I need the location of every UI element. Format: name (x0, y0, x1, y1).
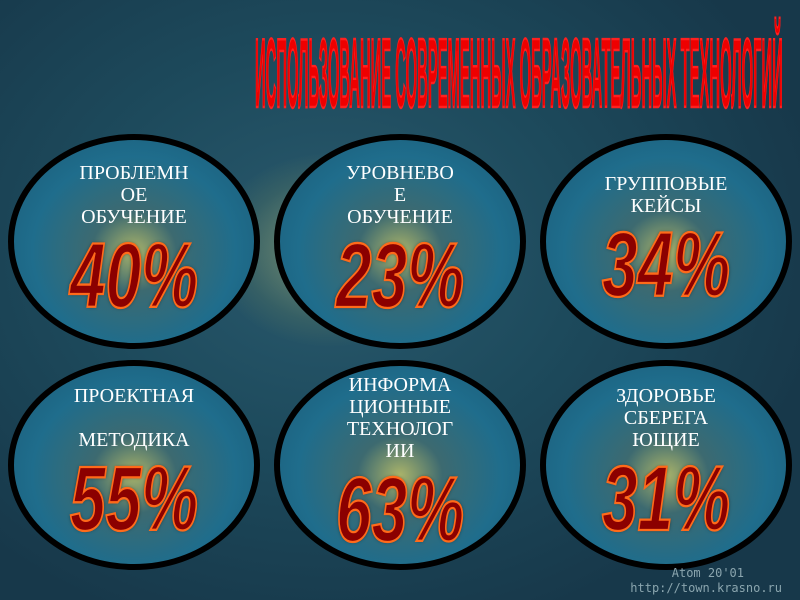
percent-34: 34% (601, 212, 731, 316)
percent-31: 31% (601, 447, 731, 550)
watermark: Atom 20'01 http://town.krasno.ru (630, 566, 782, 596)
technology-ellipse-level: УРОВНЕВО Е ОБУЧЕНИЕ 23% (274, 134, 526, 349)
ellipse-label: УРОВНЕВО Е ОБУЧЕНИЕ (346, 161, 454, 228)
percent-55: 55% (69, 447, 199, 550)
technology-ellipse-problem: ПРОБЛЕМН ОЕ ОБУЧЕНИЕ 40% (8, 134, 260, 349)
percent-63: 63% (335, 458, 465, 561)
watermark-line2: http://town.krasno.ru (630, 581, 782, 595)
technology-ellipse-health: ЗДОРОВЬЕ СБЕРЕГА ЮЩИЕ 31% (540, 360, 792, 570)
technology-ellipse-group: ГРУППОВЫЕ КЕЙСЫ 34% (540, 134, 792, 349)
ellipse-label: ЗДОРОВЬЕ СБЕРЕГА ЮЩИЕ (616, 385, 716, 451)
watermark-line1: Atom 20'01 (671, 566, 744, 580)
percent-23: 23% (335, 223, 465, 327)
percent-40: 40% (69, 223, 199, 327)
slide-title: ИСПОЛЬЗОВАНИЕ СОВРЕМЕННЫХ ОБРАЗОВАТЕЛЬНЫ… (255, 21, 783, 129)
ellipse-label: ПРОБЛЕМН ОЕ ОБУЧЕНИЕ (79, 161, 189, 228)
ellipse-label: ГРУППОВЫЕ КЕЙСЫ (604, 172, 728, 217)
ellipse-label: ИНФОРМА ЦИОННЫЕ ТЕХНОЛОГ ИИ (346, 374, 454, 462)
technology-ellipse-project: ПРОЕКТНАЯ МЕТОДИКА 55% (8, 360, 260, 570)
ellipse-label: ПРОЕКТНАЯ МЕТОДИКА (73, 385, 195, 451)
technology-ellipse-info: ИНФОРМА ЦИОННЫЕ ТЕХНОЛОГ ИИ 63% (274, 360, 526, 570)
